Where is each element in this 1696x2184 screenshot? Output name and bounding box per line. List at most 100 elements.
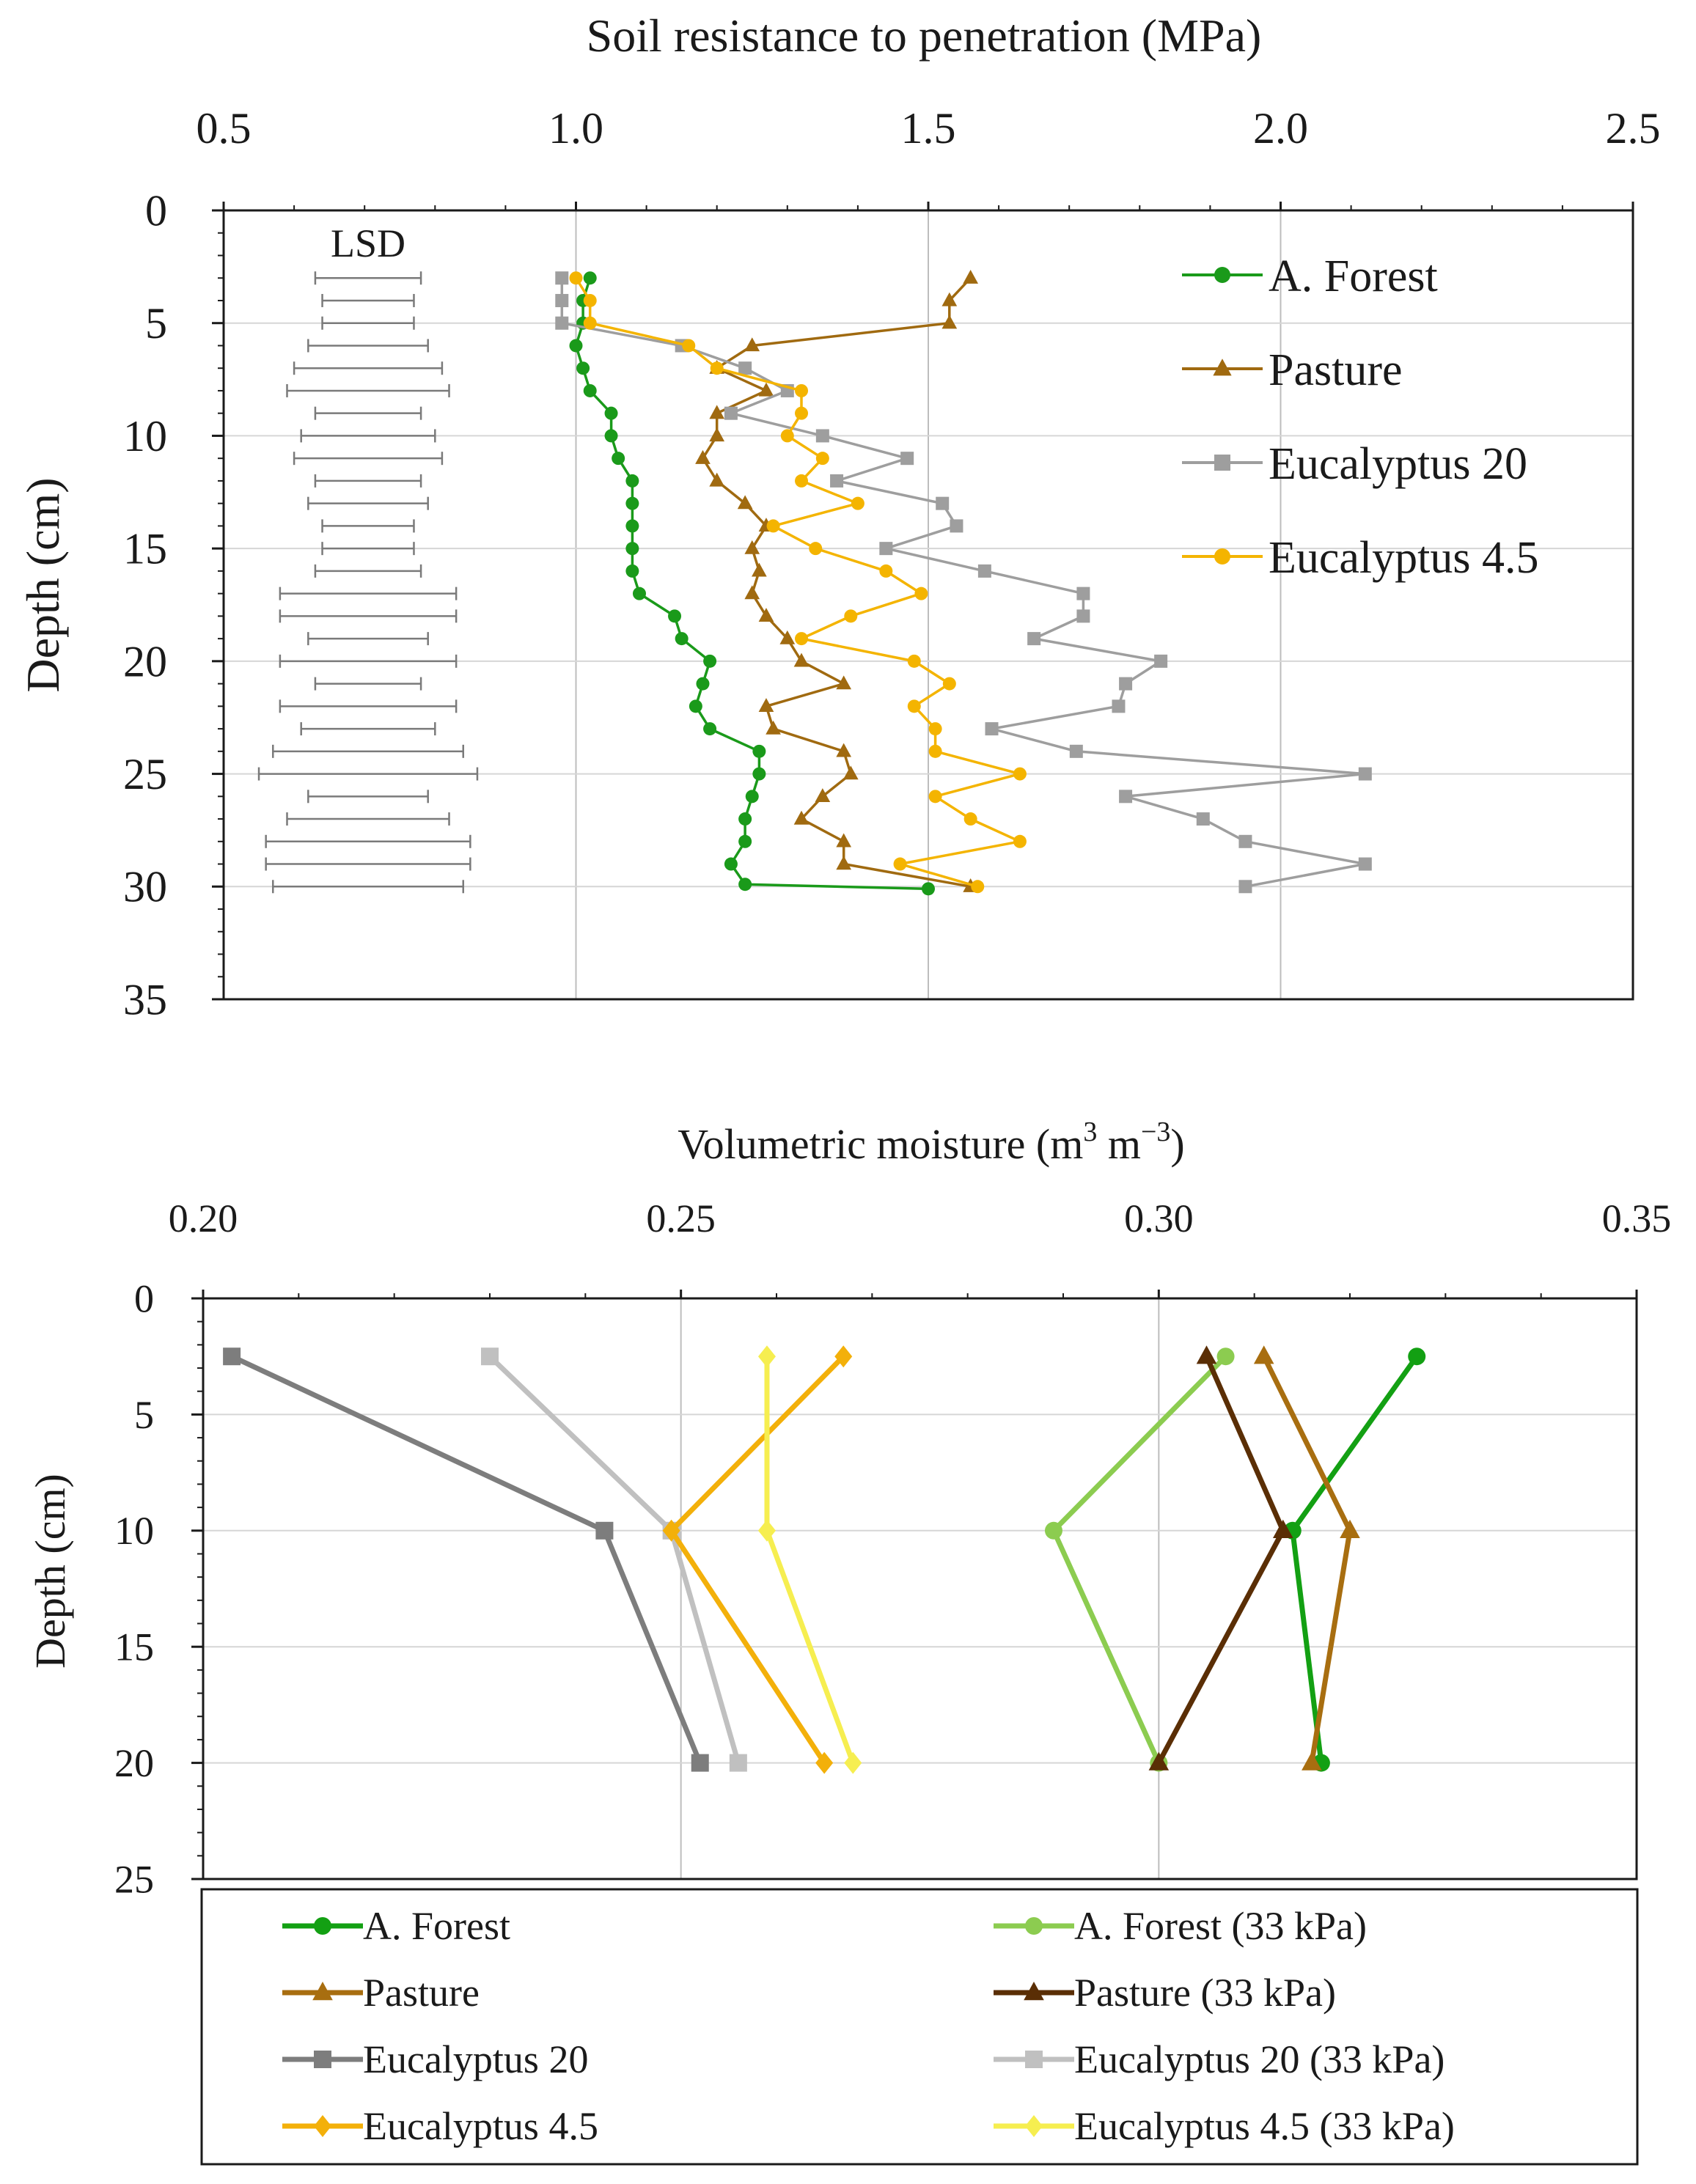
top-chart-x-axis-title: Soil resistance to penetration (MPa) — [587, 10, 1262, 62]
xlabel-sup-1: 3 — [1083, 1117, 1097, 1147]
data-point — [1238, 880, 1252, 894]
data-point — [1148, 1751, 1170, 1771]
lsd-bar — [265, 834, 471, 848]
data-point — [1358, 767, 1372, 781]
legend-label: Pasture — [363, 1971, 480, 2015]
data-point — [851, 496, 864, 510]
legend-marker — [314, 2115, 331, 2137]
data-point — [583, 316, 597, 330]
top-chart-y-axis-title: Depth (cm) — [17, 477, 69, 692]
lsd-error-bars — [257, 271, 479, 894]
data-point — [738, 812, 752, 826]
data-point — [709, 472, 725, 487]
data-point — [703, 654, 717, 668]
legend-marker — [312, 1982, 333, 2001]
legend-marker — [1214, 455, 1230, 471]
legend-entry-pasture: Pasture — [1182, 345, 1403, 395]
bottom-chart-ticks: 0.20 0.25 0.30 0.35 0 5 10 15 20 25 — [114, 1196, 1671, 1901]
data-point — [844, 609, 858, 623]
data-point — [950, 519, 963, 533]
series-line-a-forest — [1290, 1355, 1420, 1764]
lsd-bar — [286, 383, 450, 397]
data-point — [709, 405, 725, 419]
y-tick-label: 0 — [134, 1276, 154, 1320]
data-point — [809, 542, 823, 556]
top-chart-legend: A. Forest Pasture Eucalyptus 20 Eucalyptus … — [1182, 251, 1539, 583]
data-point — [766, 519, 780, 533]
series-eucalyptus-4-5 — [662, 1345, 853, 1774]
lsd-bar — [321, 293, 415, 307]
data-point — [941, 315, 958, 329]
y-tick-label: 10 — [123, 412, 167, 460]
bottom-chart-series — [223, 1345, 1426, 1774]
data-point — [836, 833, 852, 848]
data-point — [481, 1347, 499, 1366]
legend-entry-eucalyptus-4-5-33-kpa: Eucalyptus 4.5 (33 kPa) — [994, 2104, 1455, 2148]
x-tick-label: 0.35 — [1602, 1196, 1672, 1240]
lsd-bar — [321, 519, 415, 533]
legend-entry-eucalyptus-20: Eucalyptus 20 — [282, 2037, 588, 2081]
xlabel-sup-2: −3 — [1141, 1117, 1170, 1147]
series-eucalyptus-20 — [555, 271, 1372, 894]
legend-entry-eucalyptus-4-5: Eucalyptus 4.5 — [282, 2104, 598, 2148]
y-tick-label: 15 — [123, 525, 167, 573]
data-point — [941, 292, 958, 306]
y-tick-label: 15 — [114, 1625, 154, 1669]
series-line-eucalyptus-4-5 — [669, 1354, 845, 1765]
data-point — [1302, 1751, 1322, 1771]
data-point — [1253, 1345, 1274, 1364]
legend-marker — [1025, 2051, 1043, 2068]
y-tick-label: 35 — [123, 975, 167, 1023]
data-point — [928, 790, 942, 804]
data-point — [758, 382, 774, 397]
legend-entry-a-forest: A. Forest — [1182, 251, 1438, 301]
legend-label: Eucalyptus 4.5 — [363, 2104, 598, 2148]
legend-label: Eucalyptus 20 (33 kPa) — [1074, 2037, 1444, 2081]
legend-entry-a-forest-33-kpa: A. Forest (33 kPa) — [994, 1904, 1367, 1948]
data-point — [555, 271, 569, 285]
data-point — [1119, 677, 1133, 691]
data-point — [757, 1345, 776, 1368]
bottom-chart-legend: A. Forest A. Forest (33 kPa) Pasture Pastur… — [282, 1904, 1455, 2148]
bottom-chart-y-axis-title: Depth (cm) — [26, 1474, 74, 1669]
data-point — [709, 427, 725, 442]
legend-marker — [1024, 1982, 1044, 2001]
data-point — [914, 587, 928, 600]
series-a-forest — [1283, 1347, 1426, 1772]
data-point — [625, 519, 639, 533]
top-chart-series — [555, 269, 1372, 896]
bottom-chart-legend-frame — [200, 1888, 1639, 2166]
lsd-label: LSD — [331, 221, 405, 265]
y-tick-label: 20 — [123, 637, 167, 685]
lsd-bar — [279, 654, 458, 668]
data-point — [795, 474, 809, 488]
y-tick-label: 0 — [145, 186, 167, 235]
data-point — [1154, 654, 1168, 668]
legend-label: Pasture — [1269, 345, 1403, 395]
data-point — [583, 383, 597, 397]
data-point — [691, 1754, 709, 1772]
lsd-bar — [314, 406, 422, 420]
data-point — [1196, 812, 1210, 826]
data-point — [662, 1519, 680, 1542]
xlabel-part-2: m — [1097, 1120, 1141, 1168]
data-point — [780, 429, 794, 443]
legend-entry-eucalyptus-20: Eucalyptus 20 — [1182, 439, 1527, 489]
legend-marker — [314, 2051, 331, 2068]
data-point — [758, 698, 774, 712]
y-tick-label: 25 — [114, 1857, 154, 1901]
lsd-bar — [279, 609, 458, 623]
x-tick-label: 0.5 — [197, 104, 252, 152]
bottom-chart-plot-frame — [202, 1297, 1638, 1880]
data-point — [1340, 1519, 1360, 1538]
data-point — [595, 1521, 614, 1540]
series-pasture — [1253, 1345, 1360, 1771]
data-point — [1013, 767, 1027, 781]
data-point — [815, 429, 829, 443]
series-line-a-forest-33-kpa — [1051, 1354, 1228, 1765]
series-line-eucalyptus-20 — [230, 1354, 702, 1764]
data-point — [879, 564, 893, 578]
data-point — [745, 790, 759, 804]
data-point — [1272, 1519, 1293, 1538]
